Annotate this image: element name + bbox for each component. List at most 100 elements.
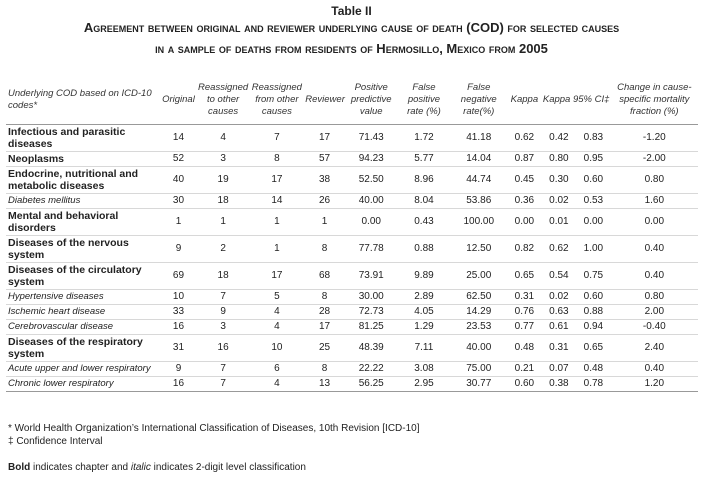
cell: 69 (160, 262, 197, 290)
cell: 25 (304, 334, 345, 362)
cell: 1 (304, 208, 345, 236)
cell: 0.62 (507, 124, 542, 152)
cell: 38 (304, 166, 345, 194)
note-text: indicates chapter and (30, 462, 131, 473)
cell: 68 (304, 262, 345, 290)
cell: 40.00 (450, 334, 508, 362)
table-row: Acute upper and lower respiratory 9 7 6 8 22.… (6, 361, 698, 377)
cell: 30.77 (450, 376, 508, 392)
cell: 1.60 (610, 193, 698, 209)
cell: 0.40 (610, 262, 698, 290)
cell: 19 (196, 166, 250, 194)
cell: 0.54 (541, 262, 577, 290)
cell: 0.42 (541, 124, 577, 152)
cell: 10 (160, 289, 197, 305)
footnote: * World Health Organization’s Internatio… (8, 423, 420, 434)
cell: 22.22 (344, 361, 398, 377)
row-label: Hypertensive diseases (6, 289, 161, 305)
cell: 4.05 (397, 304, 451, 320)
cell: 62.50 (450, 289, 508, 305)
row-label: Diseases of the nervous system (6, 235, 161, 263)
cell: -0.40 (610, 319, 698, 335)
cell: 1 (160, 208, 197, 236)
cell: 0.60 (576, 166, 611, 194)
cell: 31 (160, 334, 197, 362)
cell: 0.00 (576, 208, 611, 236)
cell: 8 (304, 235, 345, 263)
table-row: Diseases of the circulatory system 69 18 17… (6, 262, 698, 290)
cell: 1.00 (576, 235, 611, 263)
cell: 23.53 (450, 319, 508, 335)
cell: 4 (249, 319, 305, 335)
cell: 14.29 (450, 304, 508, 320)
cell: 26 (304, 193, 345, 209)
column-header: Reassigned from other causes (249, 80, 305, 125)
row-label: Mental and behavioral disorders (6, 208, 161, 236)
cell: 16 (196, 334, 250, 362)
cell: 7 (196, 361, 250, 377)
row-label: Diabetes mellitus (6, 193, 161, 209)
cell: 1.29 (397, 319, 451, 335)
cell: 53.86 (450, 193, 508, 209)
cell: 0.75 (576, 262, 611, 290)
cell: 8 (249, 151, 305, 167)
column-header: Reassigned to other causes (196, 80, 250, 125)
cell: 52.50 (344, 166, 398, 194)
cell: 6 (249, 361, 305, 377)
row-label: Ischemic heart disease (6, 304, 161, 320)
cell: 71.43 (344, 124, 398, 152)
cell: 44.74 (450, 166, 508, 194)
cell: 5.77 (397, 151, 451, 167)
cell: 0.01 (541, 208, 577, 236)
cell: 28 (304, 304, 345, 320)
row-label: Diseases of the circulatory system (6, 262, 161, 290)
cell: 1 (249, 235, 305, 263)
note-text: italic (130, 462, 151, 473)
cell: 9 (160, 235, 197, 263)
column-header: Reviewer (304, 80, 345, 125)
cell: 0.53 (576, 193, 611, 209)
row-label: Endocrine, nutritional and metabolic dis… (6, 166, 161, 194)
cell: 9.89 (397, 262, 451, 290)
cell: 40.00 (344, 193, 398, 209)
cell: 0.60 (507, 376, 542, 392)
cell: 0.61 (541, 319, 577, 335)
cell: 0.87 (507, 151, 542, 167)
cell: 17 (304, 124, 345, 152)
cell: 0.30 (541, 166, 577, 194)
cell: 0.48 (576, 361, 611, 377)
cell: 7.11 (397, 334, 451, 362)
cell: 0.40 (610, 235, 698, 263)
cell: 30.00 (344, 289, 398, 305)
cell: 30 (160, 193, 197, 209)
row-label: Infectious and parasitic diseases (6, 124, 161, 152)
cell: 8 (304, 361, 345, 377)
cell: 0.80 (610, 166, 698, 194)
row-label: Diseases of the respiratory system (6, 334, 161, 362)
table-row: Endocrine, nutritional and metabolic dis… (6, 166, 698, 194)
cell: 48.39 (344, 334, 398, 362)
cell: 0.48 (507, 334, 542, 362)
cell: 0.02 (541, 289, 577, 305)
column-header: Change in cause-specific mortality fract… (610, 80, 698, 125)
cell: 57 (304, 151, 345, 167)
cell: 17 (304, 319, 345, 335)
cell: 0.65 (507, 262, 542, 290)
column-header: Positive predictive value (344, 80, 398, 125)
table-row: Hypertensive diseases 10 7 5 8 30.00 2.89 62.50… (6, 289, 698, 305)
table-row: Diseases of the respiratory system 31 16 10… (6, 334, 698, 362)
cell: 4 (249, 304, 305, 320)
table-row: Chronic lower respiratory 16 7 4 13 56.25 2.95… (6, 376, 698, 392)
cell: 17 (249, 166, 305, 194)
cell: 2.40 (610, 334, 698, 362)
cell: 1.20 (610, 376, 698, 392)
cell: 8.04 (397, 193, 451, 209)
cell: 0.38 (541, 376, 577, 392)
cell: 3 (196, 151, 250, 167)
cell: 2.00 (610, 304, 698, 320)
table-row: Diabetes mellitus 30 18 14 26 40.00 8.04 53.86 0… (6, 193, 698, 209)
cell: 77.78 (344, 235, 398, 263)
cell: 14.04 (450, 151, 508, 167)
